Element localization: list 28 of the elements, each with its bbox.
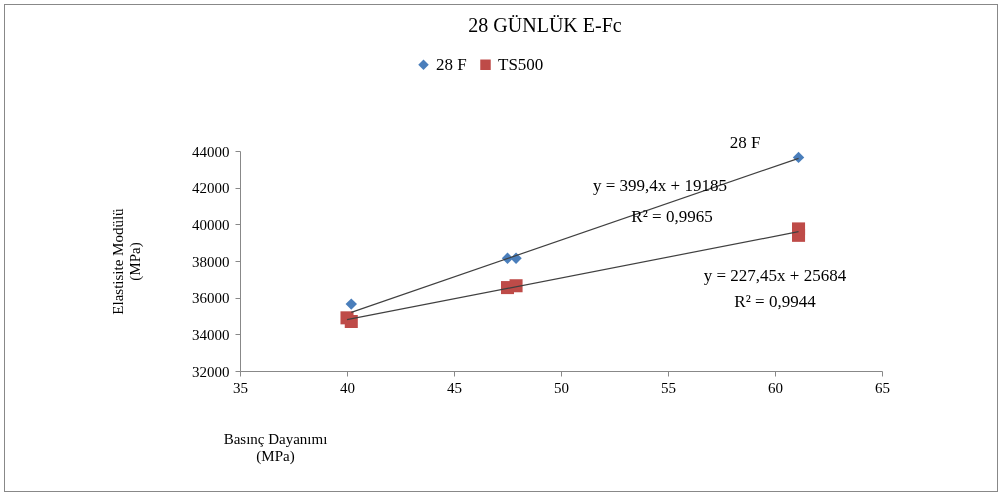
y-tick-label: 36000: [192, 290, 230, 307]
x-tick-label: 55: [661, 379, 676, 396]
annotation: 28 F: [729, 133, 761, 152]
point: [344, 314, 358, 329]
annotation: y = 399,4x + 19185: [593, 176, 727, 195]
legend-label: TS500: [498, 54, 544, 74]
x-axis-title: Basınç Dayanımı (MPa): [223, 430, 328, 465]
annotation: R² = 0,9944: [734, 292, 817, 311]
x-tick-label: 50: [554, 379, 569, 396]
x-tick-label: 60: [768, 379, 783, 396]
point: [509, 279, 523, 293]
x-tick-label: 45: [447, 379, 462, 396]
annotation: R² = 0,9965: [631, 207, 713, 226]
point: [345, 298, 357, 310]
annotation: y = 227,45x + 25684: [703, 266, 847, 285]
x-tick-label: 65: [875, 379, 890, 396]
y-tick-label: 44000: [192, 143, 230, 160]
chart-title: 28 GÜNLÜK E-Fc: [468, 14, 622, 36]
legend-label: 28 F: [436, 54, 467, 74]
y-tick-label: 40000: [192, 216, 230, 233]
point: [792, 222, 806, 236]
x-tick-label: 35: [233, 379, 248, 396]
x-tick-label: 40: [340, 379, 355, 396]
y-axis-title: Elastisite Modülü (MPa): [109, 207, 144, 315]
y-tick-label: 32000: [192, 363, 230, 380]
y-tick-label: 38000: [192, 253, 230, 270]
y-tick-label: 34000: [192, 326, 230, 343]
y-tick-label: 42000: [192, 180, 230, 197]
